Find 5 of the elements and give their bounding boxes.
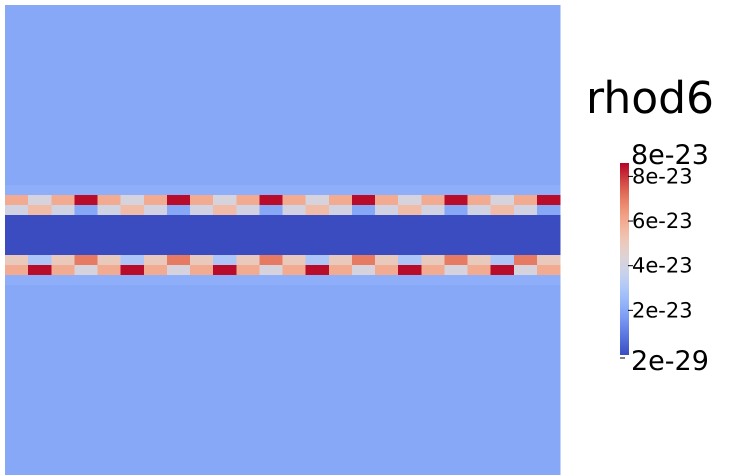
color-bar-label: 4e-23 (632, 254, 693, 278)
color-bar-label: 6e-23 (632, 209, 693, 234)
color-bar-label: 2e-23 (632, 298, 693, 322)
color-bar-label: 2e-29 (631, 346, 709, 378)
color-bar-title: rhod6 (586, 73, 714, 124)
